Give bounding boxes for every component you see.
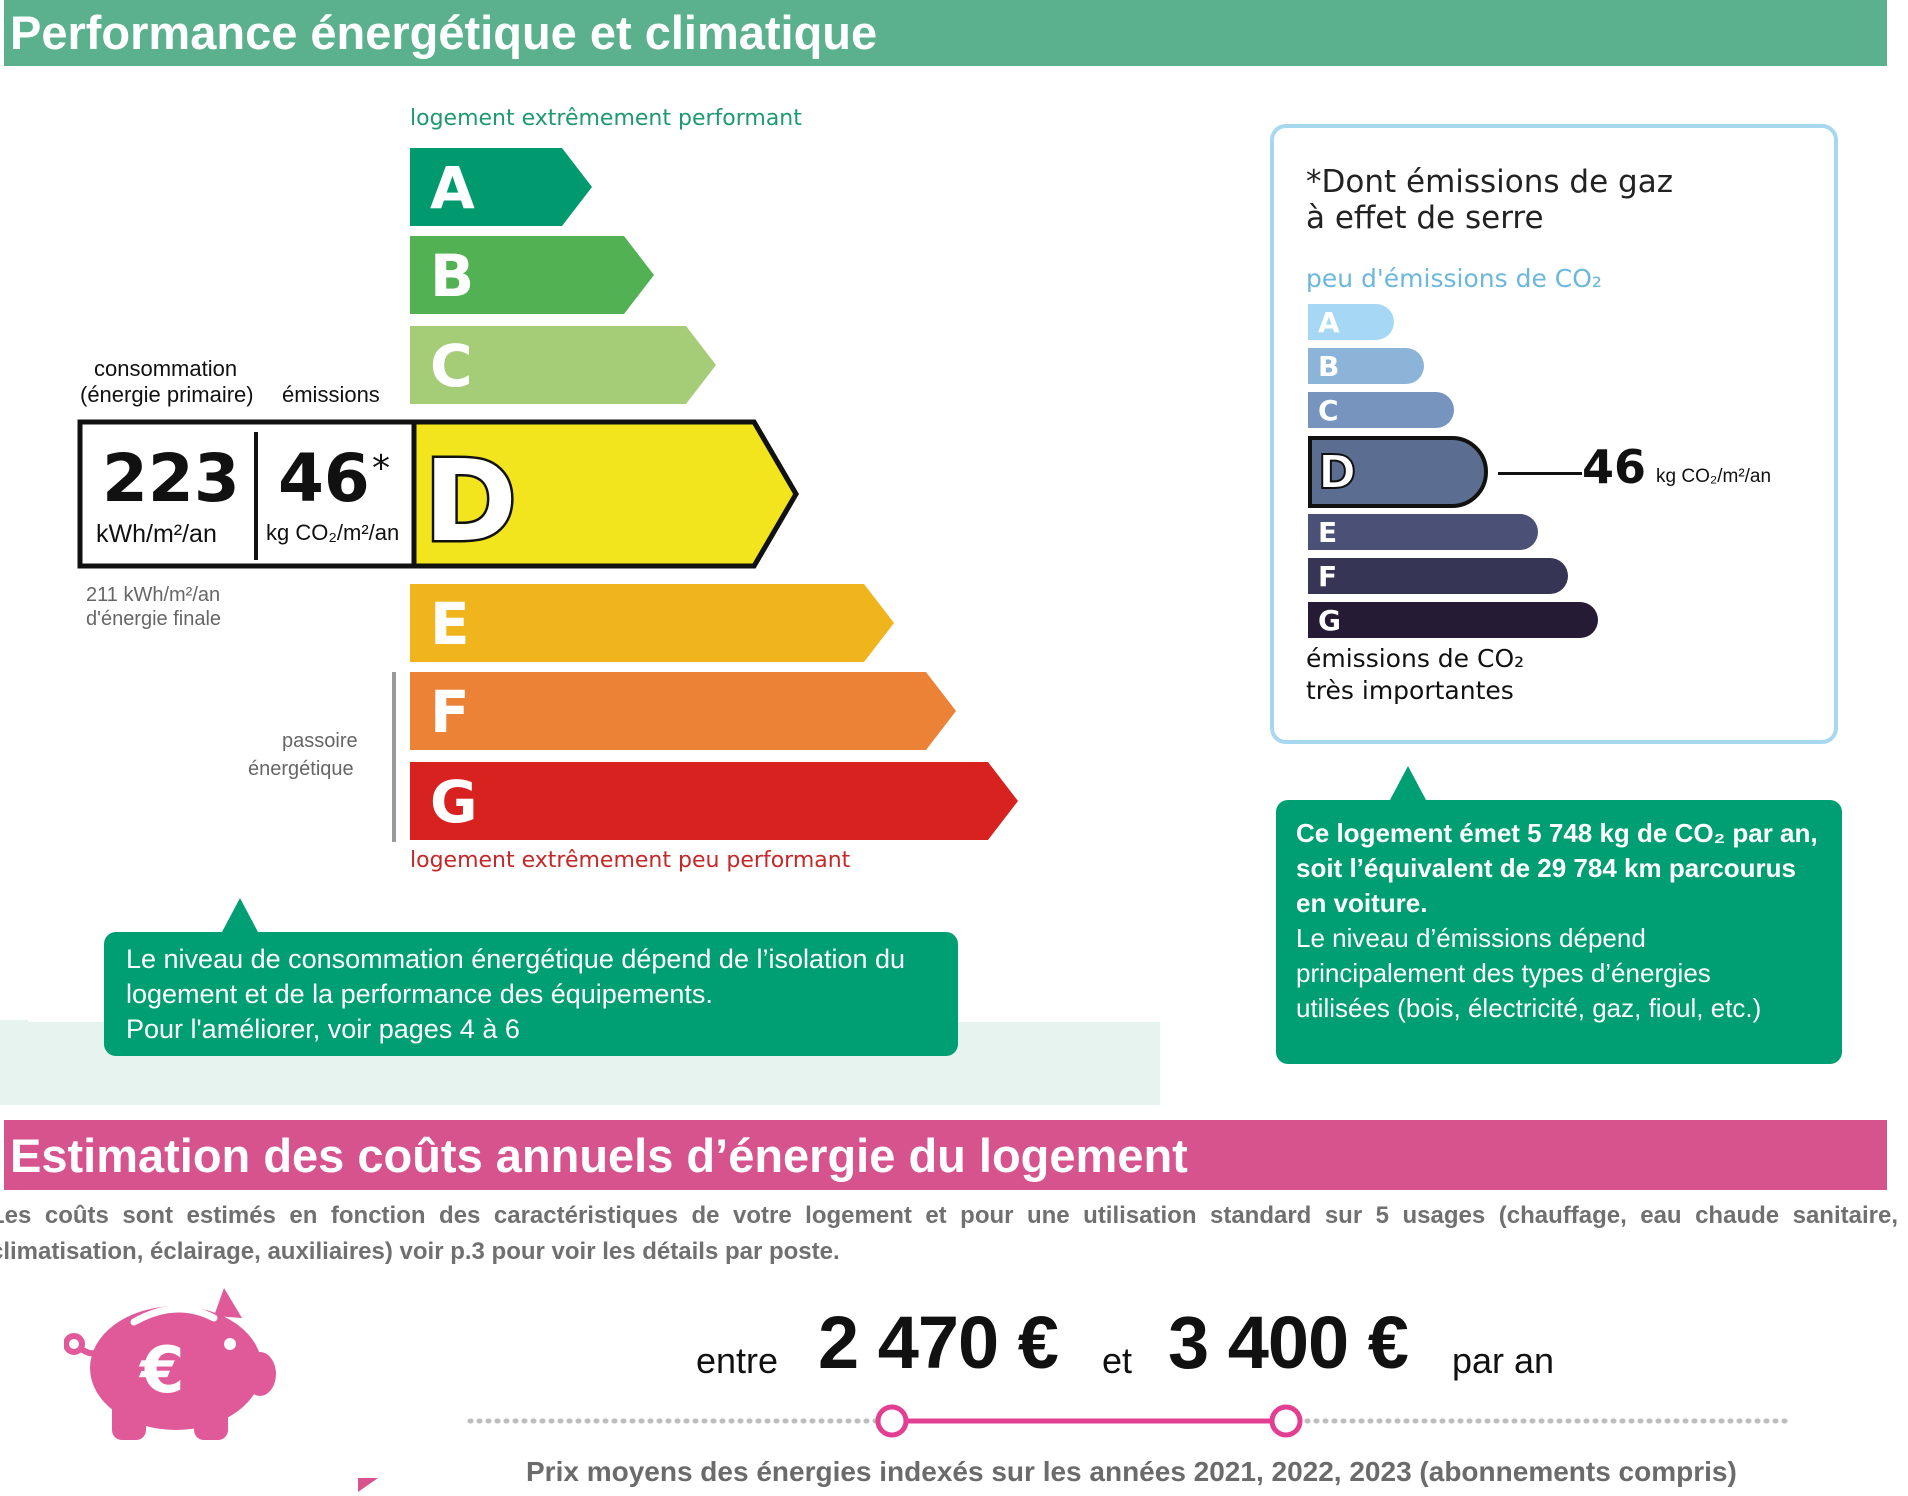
consumption-note: Le niveau de consommation énergétique dé… [104, 898, 958, 1056]
ges-high-caption-2: très importantes [1306, 676, 1514, 705]
ges-class-e: E [1308, 514, 1538, 550]
svg-text:€: € [138, 1334, 185, 1408]
energy-class-letter: E [430, 590, 470, 658]
ges-class-f: F [1308, 558, 1568, 594]
ges-class-letter: G [1318, 604, 1341, 637]
cost-max-marker [1269, 1404, 1303, 1438]
cost-range-indicator [466, 1404, 1796, 1442]
energy-class-f: F [410, 672, 956, 750]
section-title-costs: Estimation des coûts annuels d’énergie d… [4, 1120, 1887, 1190]
current-class-box: D [76, 418, 800, 570]
costs-description: Les coûts sont estimés en fonction des c… [0, 1202, 1898, 1265]
ges-low-caption: peu d'émissions de CO₂ [1306, 264, 1602, 293]
ges-class-letter: E [1318, 516, 1338, 549]
scale-top-caption: logement extrêmement performant [410, 106, 802, 131]
passoire-marker [392, 672, 396, 842]
emissions-unit: kg CO₂/m²/an [266, 520, 400, 545]
ges-value-connector [1498, 472, 1582, 475]
ges-class-letter: C [1318, 394, 1339, 427]
corner-pointer [358, 1478, 378, 1492]
consumption-header: consommation [94, 356, 238, 381]
ges-class-d: D [1308, 436, 1488, 508]
ges-class-letter: B [1318, 350, 1340, 383]
ges-class-a: A [1308, 304, 1394, 340]
cost-max: 3 400 € [1168, 1301, 1409, 1384]
ges-title-1: *Dont émissions de gaz [1306, 164, 1673, 200]
bubble-pointer [222, 898, 258, 932]
ges-frame [1270, 124, 1838, 744]
bubble-pointer [1390, 766, 1426, 800]
current-class-letter: D [424, 437, 517, 567]
energy-class-letter: B [430, 242, 475, 310]
consumption-note-line-1: Le niveau de consommation énergétique dé… [126, 944, 906, 974]
cost-min: 2 470 € [818, 1301, 1059, 1384]
ges-class-c: C [1308, 392, 1454, 428]
emission-note-line-2: principalement des types d’énergies [1296, 958, 1711, 988]
section-title-performance: Performance énergétique et climatique [4, 0, 1887, 66]
ges-class-b: B [1308, 348, 1424, 384]
energy-class-letter: G [430, 768, 478, 836]
energy-class-a: A [410, 148, 592, 226]
final-energy-label: d'énergie finale [86, 608, 222, 630]
consumption-value: 223 [102, 440, 240, 517]
consumption-note-line-2: logement et de la performance des équipe… [126, 979, 713, 1009]
emission-note-highlight: Ce logement émet 5 748 kg de CO₂ par an,… [1296, 818, 1818, 918]
consumption-unit: kWh/m²/an [96, 520, 217, 548]
energy-class-letter: F [430, 678, 470, 746]
emission-note: Ce logement émet 5 748 kg de CO₂ par an,… [1276, 766, 1842, 1064]
ges-class-letter: D [1317, 444, 1357, 500]
cost-word-per-year: par an [1452, 1340, 1555, 1381]
current-class-frame: D [77, 419, 799, 570]
passoire-label-2: énergétique [248, 758, 354, 780]
consumption-subheader: (énergie primaire) [80, 382, 254, 407]
consumption-note-line-3: Pour l'améliorer, voir pages 4 à 6 [126, 1014, 520, 1044]
cost-word-between: entre [696, 1340, 779, 1381]
final-energy-value: 211 kWh/m²/an [86, 584, 221, 606]
ges-high-caption-1: émissions de CO₂ [1306, 644, 1525, 673]
energy-class-g: G [410, 762, 1018, 840]
piggy-bank-euro-icon: € [63, 1288, 276, 1444]
ges-title-2: à effet de serre [1306, 200, 1544, 236]
cost-word-and: et [1102, 1340, 1133, 1381]
ges-class-letter: F [1318, 560, 1338, 593]
energy-class-letter: C [430, 332, 473, 400]
energy-class-c: C [410, 326, 716, 404]
energy-class-b: B [410, 236, 654, 314]
ges-unit: kg CO₂/m²/an [1656, 466, 1772, 487]
emissions-header: émissions [282, 382, 380, 407]
scale-bottom-caption: logement extrêmement peu performant [410, 848, 851, 873]
energy-class-letter: A [430, 154, 475, 222]
energy-class-e: E [410, 584, 894, 662]
emission-note-line-3: utilisées (bois, électricité, gaz, fioul… [1296, 993, 1762, 1023]
cost-min-marker [875, 1404, 909, 1438]
cost-footnote: Prix moyens des énergies indexés sur les… [526, 1456, 1737, 1487]
ges-value: 46 [1582, 440, 1647, 494]
ges-class-letter: A [1318, 306, 1340, 339]
emissions-star: * [372, 448, 390, 489]
passoire-label-1: passoire [282, 730, 358, 752]
emission-note-line-1: Le niveau d’émissions dépend [1296, 923, 1646, 953]
ges-class-g: G [1308, 602, 1598, 638]
emissions-value: 46 [278, 440, 370, 517]
